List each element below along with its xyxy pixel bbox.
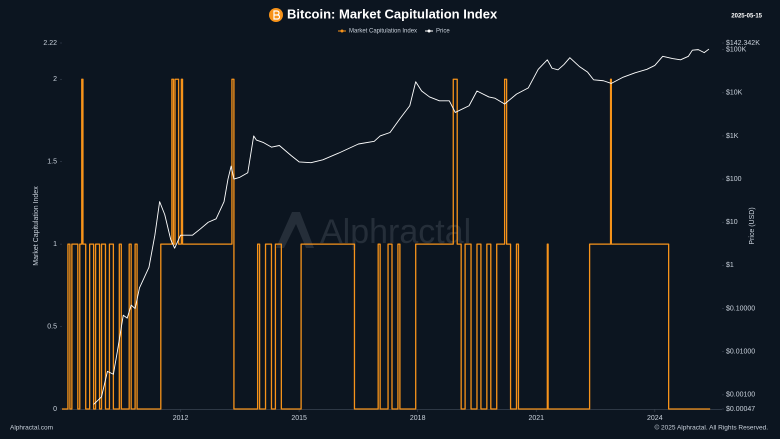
y2-tick-label: $0.00100 [726, 392, 755, 399]
x-tick-label: 2018 [410, 415, 426, 422]
y2-axis-title: Price (USD) [749, 207, 756, 244]
y2-tick-label: $100K [726, 46, 747, 53]
y-tick-label: 2.22 [43, 40, 57, 47]
y-tick-label: 1.5 [47, 159, 57, 166]
legend: Market Capitulation Index Price [338, 29, 450, 35]
y2-tick-label: $10K [726, 90, 743, 97]
y2-tick-label: $1 [726, 262, 734, 269]
chart-title: Bitcoin: Market Capitulation Index [287, 6, 498, 21]
y2-tick-label: $100 [726, 176, 742, 183]
legend-label: Price [436, 29, 450, 35]
legend-marker [427, 29, 431, 33]
legend-marker [340, 29, 344, 33]
y-tick-label: 0 [53, 406, 57, 413]
y-tick-label: 2 [53, 76, 57, 83]
x-tick-label: 2015 [291, 415, 307, 422]
series-line [93, 48, 710, 405]
y-axis-title: Market Capitulation Index [33, 186, 40, 266]
y2-tick-label: $0.00047 [726, 406, 755, 413]
x-tick-label: 2021 [528, 415, 544, 422]
x-tick-label: 2012 [173, 415, 189, 422]
bitcoin-icon-glyph [273, 10, 281, 20]
y2-tick-label: $142.342K [726, 40, 760, 47]
series-line [62, 78, 711, 410]
date-label: 2025-05-15 [731, 14, 762, 20]
y2-tick-label: $0.01000 [726, 349, 755, 356]
legend-label: Market Capitulation Index [349, 29, 417, 35]
watermark-logo [276, 212, 314, 248]
y-tick-label: 1 [53, 241, 57, 248]
watermark-text: Alphractal [320, 213, 471, 251]
y-tick-label: 0.5 [47, 323, 57, 330]
y2-tick-label: $10 [726, 219, 738, 226]
copyright-label: © 2025 Alphractal. All Rights Reserved. [654, 424, 768, 432]
title-group: Bitcoin: Market Capitulation Index [269, 6, 498, 22]
x-tick-label: 2024 [647, 415, 663, 422]
source-label: Alphractal.com [10, 425, 53, 432]
y2-tick-label: $1K [726, 133, 739, 140]
y2-tick-label: $0.10000 [726, 305, 755, 312]
